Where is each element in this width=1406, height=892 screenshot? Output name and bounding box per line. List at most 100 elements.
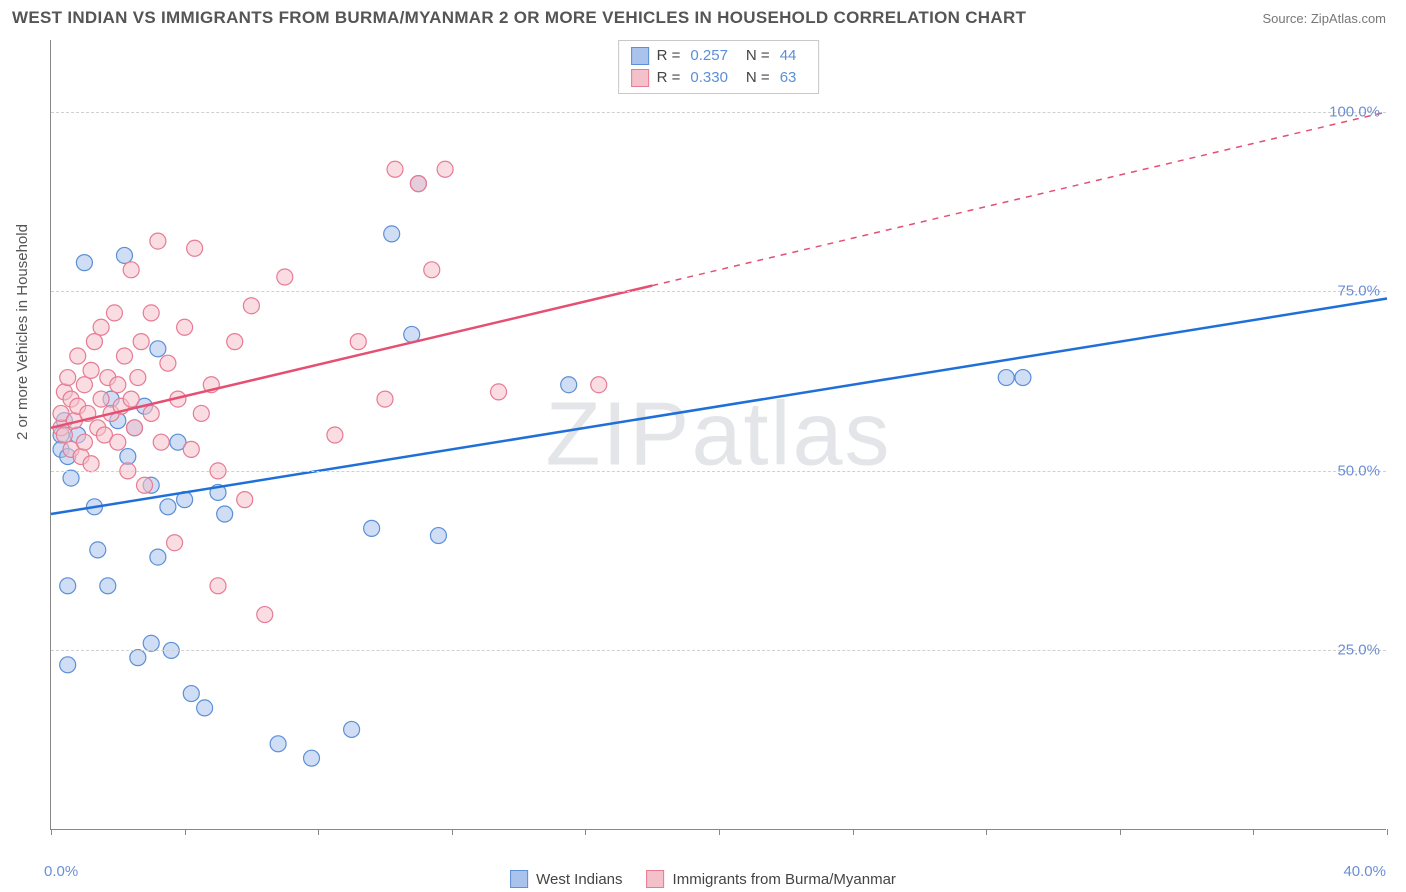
data-point [106,305,122,321]
data-point [227,334,243,350]
y-axis-label: 25.0% [1337,642,1380,659]
data-point [76,255,92,271]
x-axis-min-label: 0.0% [44,863,78,880]
source-label: Source: ZipAtlas.com [1262,11,1386,26]
x-tick [1120,829,1121,835]
legend-item: Immigrants from Burma/Myanmar [647,870,896,888]
data-point [116,348,132,364]
legend-swatch [631,69,649,87]
data-point [304,750,320,766]
data-point [430,528,446,544]
data-point [424,262,440,278]
x-tick [318,829,319,835]
stat-n-value: 63 [780,67,797,89]
x-tick [719,829,720,835]
data-point [210,578,226,594]
data-point [277,269,293,285]
data-point [387,161,403,177]
trend-line [51,299,1387,514]
data-point [150,549,166,565]
chart-plot-area: ZIPatlas R =0.257N =44R =0.330N =63 25.0… [50,40,1386,830]
data-point [143,635,159,651]
data-point [153,434,169,450]
data-point [437,161,453,177]
data-point [160,499,176,515]
legend-item: West Indians [510,870,622,888]
data-point [83,456,99,472]
data-point [86,334,102,350]
x-axis-max-label: 40.0% [1343,863,1386,880]
data-point [93,319,109,335]
data-point [56,427,72,443]
trend-line-extrapolated [652,112,1387,286]
data-point [123,262,139,278]
data-point [377,391,393,407]
data-point [60,657,76,673]
stat-n-value: 44 [780,45,797,67]
data-point [133,334,149,350]
data-point [183,441,199,457]
legend-stat-row: R =0.257N =44 [631,45,807,67]
data-point [70,348,86,364]
x-tick [585,829,586,835]
y-axis-label: 50.0% [1337,462,1380,479]
data-point [327,427,343,443]
data-point [63,470,79,486]
data-point [90,542,106,558]
scatter-svg [51,40,1386,829]
data-point [116,247,132,263]
legend-swatch [647,870,665,888]
stat-r-value: 0.257 [690,45,728,67]
data-point [591,377,607,393]
series-legend: West Indians Immigrants from Burma/Myanma… [510,870,896,888]
data-point [160,355,176,371]
data-point [998,370,1014,386]
data-point [237,492,253,508]
stat-r-value: 0.330 [690,67,728,89]
data-point [197,700,213,716]
legend-swatch [510,870,528,888]
data-point [143,405,159,421]
data-point [1015,370,1031,386]
data-point [76,377,92,393]
stat-r-label: R = [657,67,681,89]
legend-swatch [631,47,649,65]
stat-r-label: R = [657,45,681,67]
data-point [110,377,126,393]
data-point [143,305,159,321]
x-tick [452,829,453,835]
data-point [167,535,183,551]
gridline [51,650,1386,651]
data-point [110,434,126,450]
data-point [364,520,380,536]
legend-stat-row: R =0.330N =63 [631,67,807,89]
data-point [183,686,199,702]
data-point [120,449,136,465]
data-point [187,240,203,256]
y-axis-label: 100.0% [1329,103,1380,120]
data-point [193,405,209,421]
data-point [60,578,76,594]
legend-label: Immigrants from Burma/Myanmar [673,871,896,888]
y-axis-title: 2 or more Vehicles in Household [14,224,31,440]
gridline [51,471,1386,472]
data-point [76,434,92,450]
data-point [83,362,99,378]
data-point [130,370,146,386]
data-point [491,384,507,400]
data-point [217,506,233,522]
x-tick [1253,829,1254,835]
data-point [100,578,116,594]
data-point [243,298,259,314]
data-point [257,607,273,623]
data-point [177,319,193,335]
data-point [350,334,366,350]
data-point [270,736,286,752]
chart-title: WEST INDIAN VS IMMIGRANTS FROM BURMA/MYA… [12,8,1026,28]
data-point [130,650,146,666]
data-point [150,233,166,249]
data-point [384,226,400,242]
data-point [127,420,143,436]
data-point [123,391,139,407]
data-point [344,721,360,737]
